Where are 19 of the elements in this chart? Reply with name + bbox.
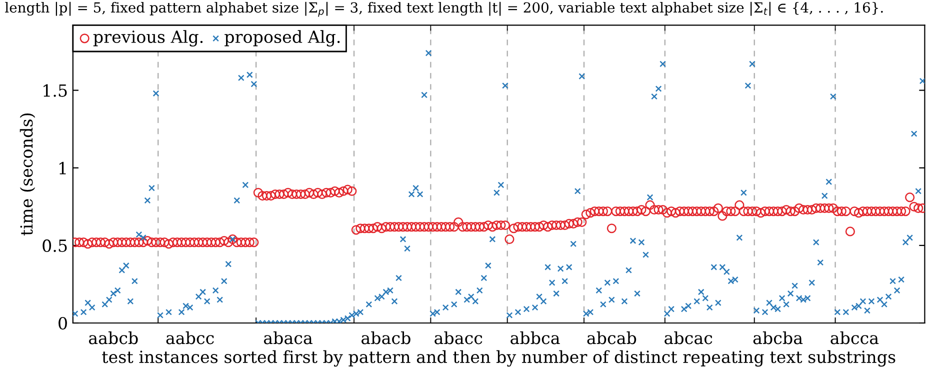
legend-label: previous Alg. <box>93 30 203 47</box>
y-tick-label: 1 <box>60 162 66 174</box>
y-tick-label: 0 <box>58 316 67 330</box>
x-tick-label: abacc <box>434 331 482 344</box>
legend-label: proposed Alg. <box>224 30 340 47</box>
x-tick-label: abaca <box>264 331 312 344</box>
x-tick-label: abbca <box>510 331 560 344</box>
x-tick-label: aabcc <box>166 331 214 344</box>
y-tick-label: 1.5 <box>44 84 67 97</box>
x-tick-label: abcba <box>753 331 803 344</box>
x-tick-label: abacb <box>362 331 410 344</box>
x-tick-label: abcca <box>830 331 879 344</box>
x-tick-label: abcab <box>587 331 636 344</box>
y-axis-title: time (seconds) <box>20 114 36 236</box>
y-tick-label: 0.5 <box>42 239 67 252</box>
text: length |p| = 5, fixed pattern alphabet size |Σ$_{p}$| = 3, fixed text length |t| = 200, variable text alphabet size |Σ$_{t}$| ∈ {4, . . . , 16}. <box>5 2 883 17</box>
x-tick-label: aabcb <box>88 331 138 344</box>
x-tick-label: abcac <box>664 331 712 344</box>
x-axis-title: test instances sorted first by pattern and then by number of distinct repeating text substrings <box>102 350 896 367</box>
